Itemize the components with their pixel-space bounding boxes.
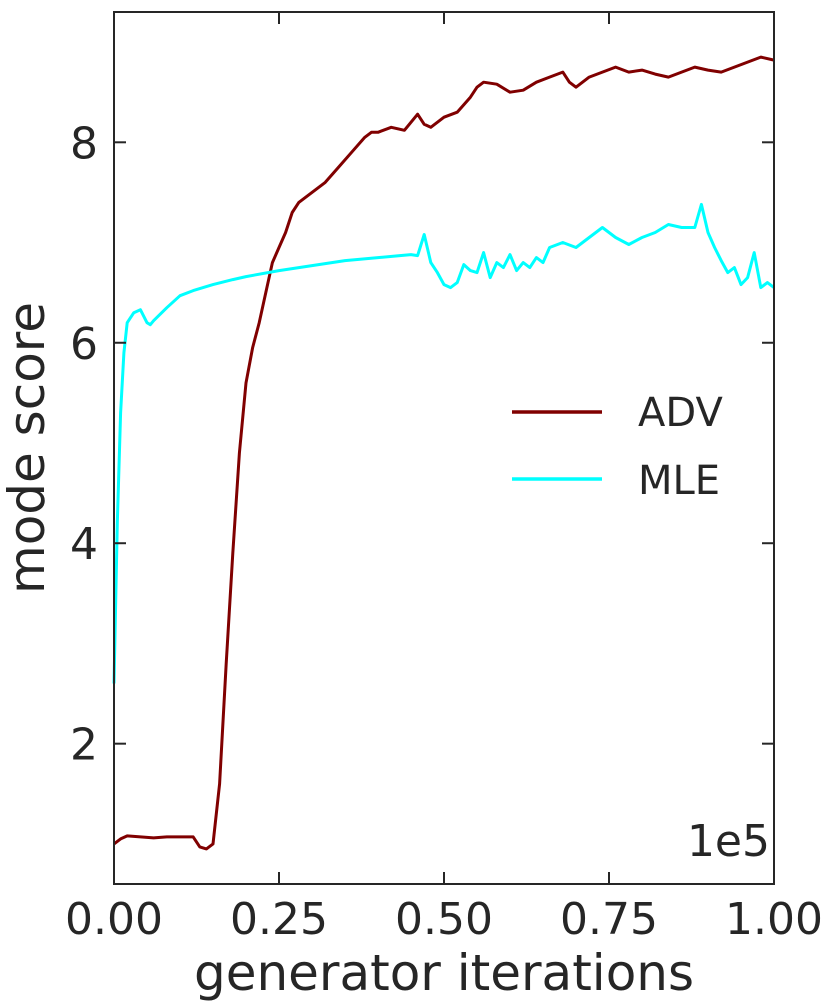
legend-label-mle: MLE bbox=[638, 458, 720, 504]
y-axis-label: mode score bbox=[0, 302, 56, 594]
y-axis: 2 4 6 8 bbox=[70, 118, 774, 771]
x-tick-label: 0.50 bbox=[395, 894, 493, 945]
x-multiplier-label: 1e5 bbox=[687, 816, 770, 867]
x-tick-label: 0.00 bbox=[65, 894, 163, 945]
series-layer bbox=[112, 55, 775, 851]
x-tick-label: 1.00 bbox=[725, 894, 823, 945]
series-line-adv bbox=[113, 55, 775, 851]
series-line-mle bbox=[112, 202, 775, 684]
y-tick-label: 2 bbox=[70, 720, 98, 771]
x-tick-label: 0.25 bbox=[230, 894, 328, 945]
y-tick-label: 8 bbox=[70, 118, 98, 169]
x-axis: 0.00 0.25 0.50 0.75 1.00 bbox=[65, 12, 823, 945]
y-tick-label: 6 bbox=[70, 319, 98, 370]
legend-label-adv: ADV bbox=[638, 390, 723, 436]
x-tick-label: 0.75 bbox=[560, 894, 658, 945]
x-axis-label: generator iterations bbox=[194, 944, 694, 1002]
y-tick-label: 4 bbox=[70, 519, 98, 570]
plot-area-background bbox=[114, 12, 774, 884]
legend: ADV MLE bbox=[512, 390, 723, 504]
